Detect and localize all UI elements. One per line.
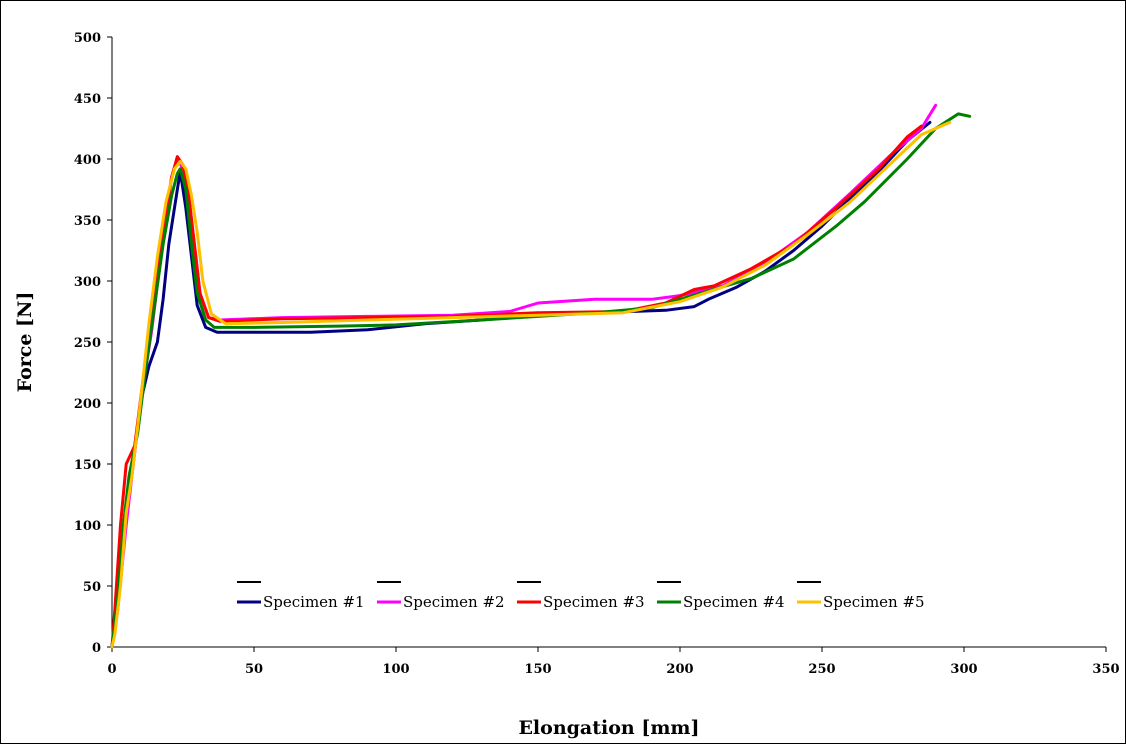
y-tick-label: 400 <box>74 153 101 168</box>
x-axis-ticks: 0 50 100 150 200 250 300 350 <box>107 647 1120 677</box>
y-axis-ticks: 0 50 100 150 200 250 300 350 400 450 500 <box>74 31 112 656</box>
legend-label: Specimen #5 <box>823 593 925 611</box>
legend-label: Specimen #1 <box>263 593 365 611</box>
series-line-specimen-3 <box>110 124 923 649</box>
series-line-specimen-1 <box>110 120 932 649</box>
axes <box>111 37 1106 648</box>
y-axis-title: Force [N] <box>14 292 36 393</box>
y-tick-label: 250 <box>74 336 101 351</box>
legend-label: Specimen #3 <box>543 593 645 611</box>
legend-label: Specimen #4 <box>683 593 785 611</box>
legend-item-specimen-1: Specimen #1 <box>237 581 365 611</box>
y-tick-label: 0 <box>92 641 101 656</box>
x-axis-title: Elongation [mm] <box>518 717 699 739</box>
y-tick-label: 350 <box>74 214 101 229</box>
legend-item-specimen-3: Specimen #3 <box>517 581 645 611</box>
series-line-specimen-4 <box>110 112 972 649</box>
x-tick-label: 250 <box>808 662 835 677</box>
legend-item-specimen-5: Specimen #5 <box>797 581 925 611</box>
x-tick-label: 50 <box>245 662 263 677</box>
y-tick-label: 150 <box>74 458 101 473</box>
x-tick-label: 100 <box>382 662 409 677</box>
y-tick-label: 100 <box>74 519 101 534</box>
series-line-specimen-2 <box>110 103 938 649</box>
series-lines <box>110 103 972 649</box>
x-tick-label: 350 <box>1092 662 1119 677</box>
legend-label: Specimen #2 <box>403 593 505 611</box>
y-tick-label: 500 <box>74 31 101 46</box>
x-tick-label: 0 <box>107 662 116 677</box>
y-tick-label: 300 <box>74 275 101 290</box>
legend: Specimen #1 Specimen #2 Specimen #3 Specime… <box>237 581 925 611</box>
x-tick-label: 150 <box>524 662 551 677</box>
y-tick-label: 50 <box>83 580 101 595</box>
y-tick-label: 450 <box>74 92 101 107</box>
legend-item-specimen-4: Specimen #4 <box>657 581 785 611</box>
series-line-specimen-5 <box>110 120 952 649</box>
legend-item-specimen-2: Specimen #2 <box>377 581 505 611</box>
x-tick-label: 300 <box>950 662 977 677</box>
y-tick-label: 200 <box>74 397 101 412</box>
x-tick-label: 200 <box>666 662 693 677</box>
